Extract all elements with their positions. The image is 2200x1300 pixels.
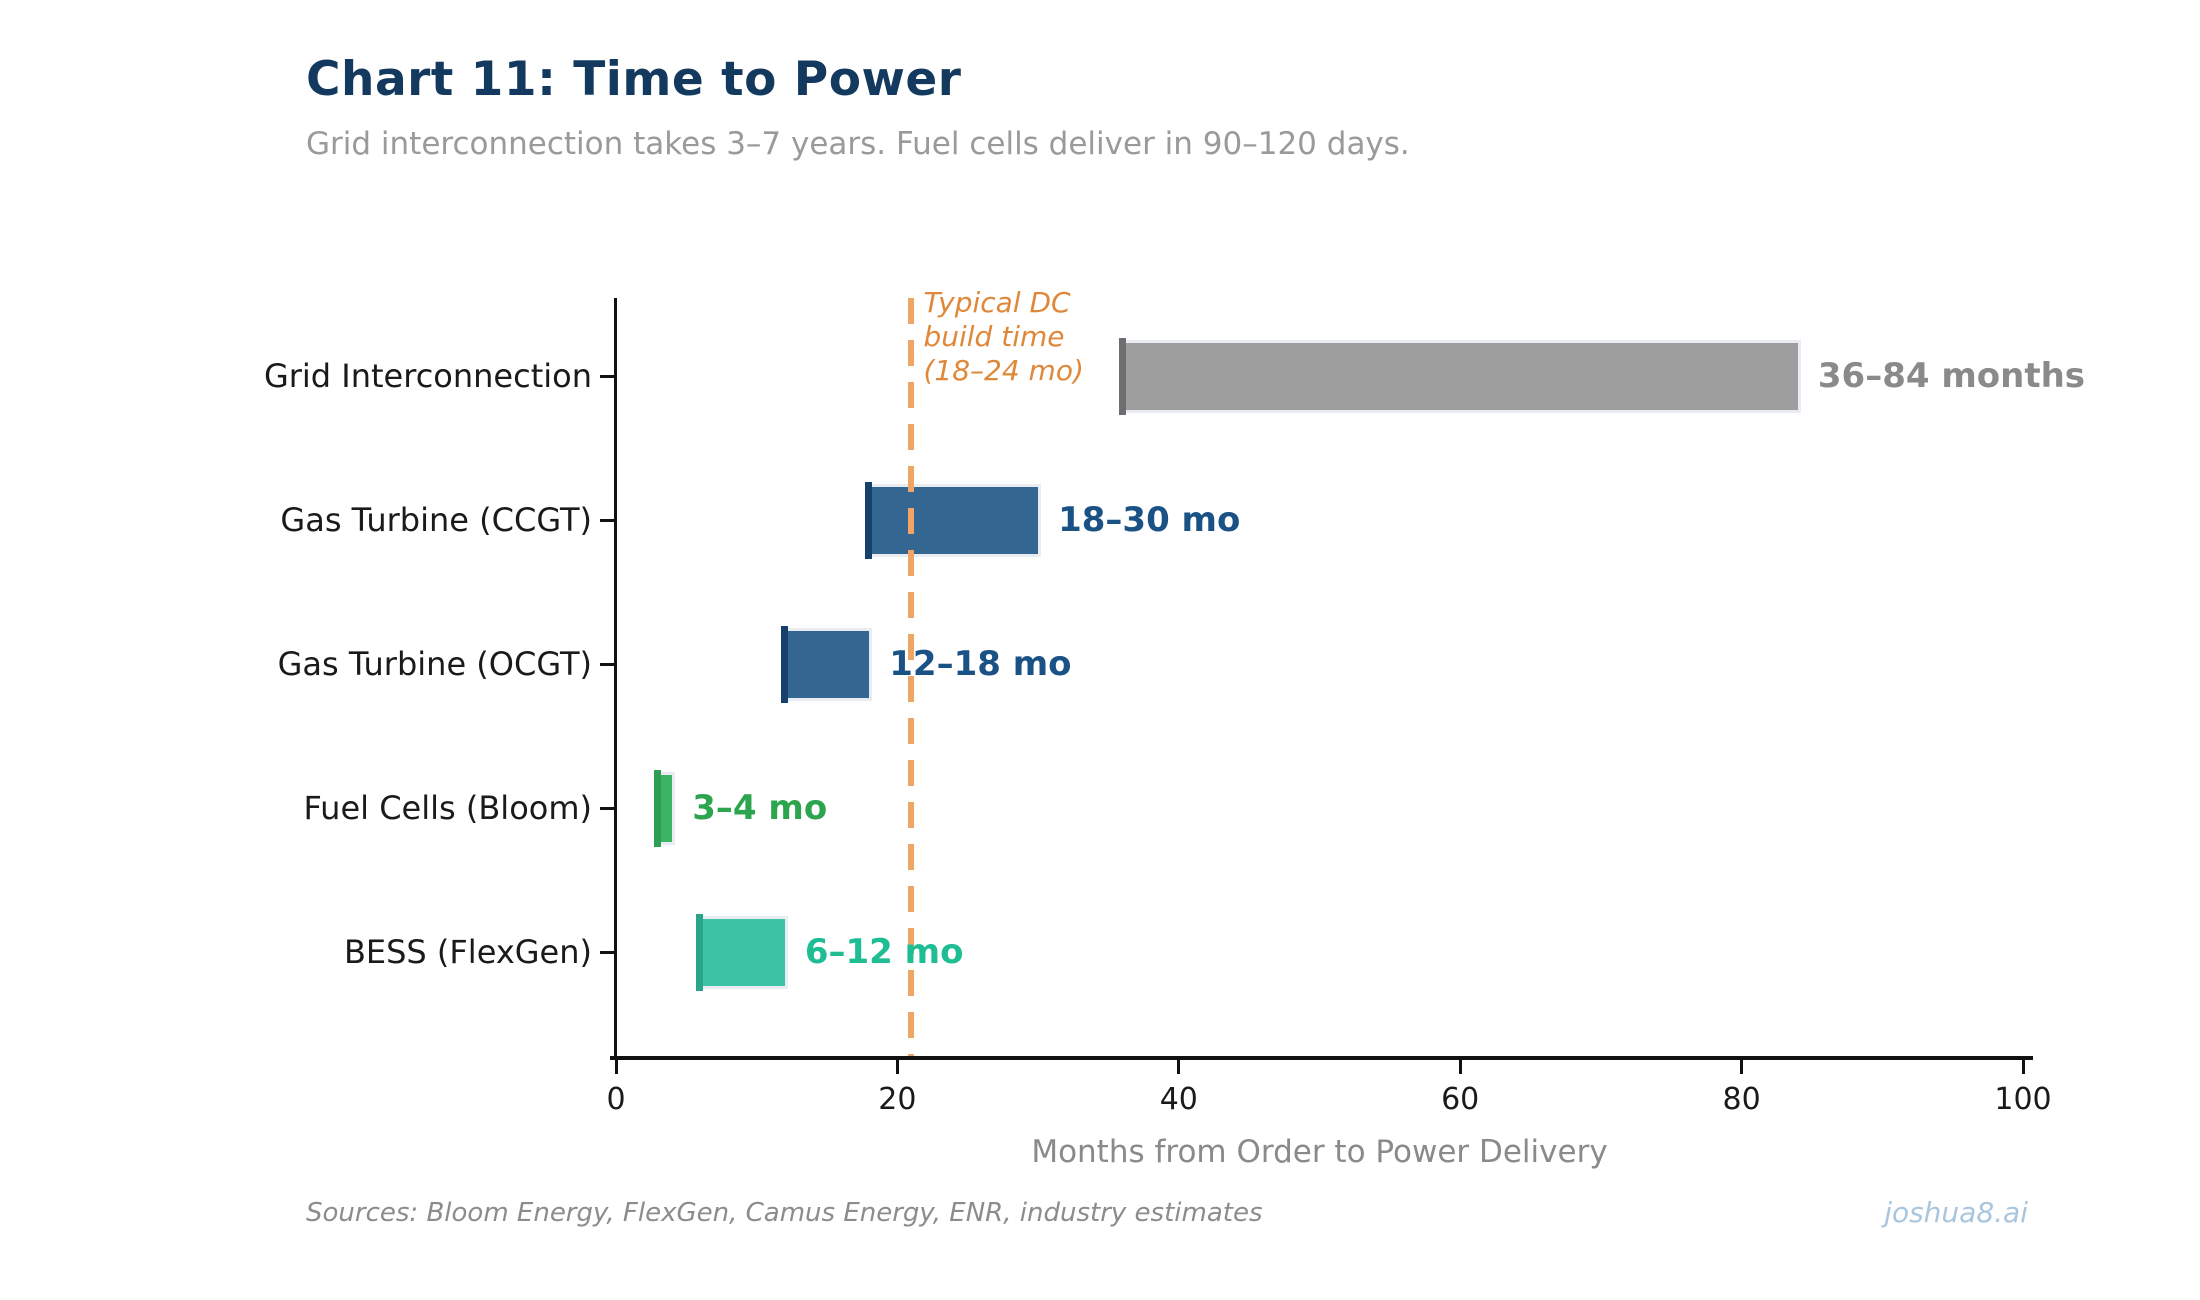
- chart-subtitle: Grid interconnection takes 3–7 years. Fu…: [306, 126, 1410, 162]
- reference-line: [908, 298, 915, 1056]
- x-tick: [1177, 1060, 1181, 1074]
- value-label-4: 6–12 mo: [804, 932, 964, 972]
- y-tick: [600, 663, 614, 666]
- sources-note: Sources: Bloom Energy, FlexGen, Camus En…: [306, 1198, 1263, 1228]
- bar-2: [784, 630, 870, 698]
- bar-start-marker-4: [696, 913, 704, 991]
- x-axis-spine: [610, 1056, 2033, 1060]
- x-tick-label-0: 0: [606, 1082, 626, 1117]
- x-tick-label-60: 60: [1441, 1082, 1480, 1117]
- x-tick: [895, 1060, 899, 1074]
- bar-0: [1122, 342, 1798, 410]
- x-tick: [614, 1060, 618, 1074]
- y-tick-label-3: Fuel Cells (Bloom): [303, 789, 592, 827]
- bar-start-marker-1: [865, 481, 873, 559]
- x-tick-label-40: 40: [1159, 1082, 1198, 1117]
- y-tick-label-0: Grid Interconnection: [263, 357, 592, 395]
- x-tick-label-20: 20: [878, 1082, 917, 1117]
- y-tick: [600, 519, 614, 522]
- y-tick-label-2: Gas Turbine (OCGT): [277, 645, 592, 683]
- brand-watermark: joshua8.ai: [1884, 1196, 2028, 1229]
- y-axis-spine: [614, 298, 617, 1060]
- chart-title: Chart 11: Time to Power: [306, 52, 962, 107]
- x-tick: [2021, 1060, 2025, 1074]
- y-tick: [600, 951, 614, 954]
- bar-4: [700, 918, 785, 986]
- bar-start-marker-0: [1118, 337, 1126, 415]
- y-tick: [600, 375, 614, 378]
- annotation-text: Typical DC build time (18–24 mo): [923, 286, 1084, 387]
- x-tick: [1458, 1060, 1462, 1074]
- y-tick-label-1: Gas Turbine (CCGT): [280, 501, 592, 539]
- y-tick-label-4: BESS (FlexGen): [343, 933, 592, 971]
- bar-start-marker-3: [654, 769, 662, 847]
- value-label-3: 3–4 mo: [692, 788, 828, 828]
- bar-3: [658, 774, 673, 842]
- value-label-1: 18–30 mo: [1058, 500, 1241, 540]
- x-tick: [1740, 1060, 1744, 1074]
- bar-start-marker-2: [780, 625, 788, 703]
- x-axis-title: Months from Order to Power Delivery: [1031, 1134, 1608, 1170]
- value-label-0: 36–84 months: [1817, 356, 2086, 396]
- x-tick-label-100: 100: [1994, 1082, 2052, 1117]
- value-label-2: 12–18 mo: [889, 644, 1072, 684]
- bar-1: [869, 486, 1039, 554]
- y-tick: [600, 807, 614, 810]
- x-tick-label-80: 80: [1722, 1082, 1761, 1117]
